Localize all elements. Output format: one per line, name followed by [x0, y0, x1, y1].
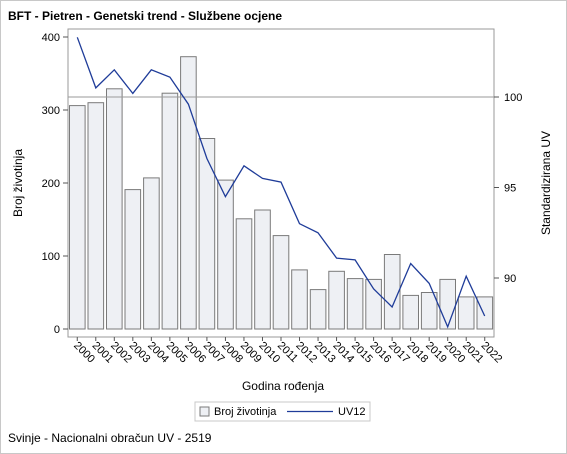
bar-2006 [180, 56, 197, 330]
y2-axis-label: Standardizirana UV [539, 131, 553, 235]
legend-box [194, 401, 371, 422]
footnote: Svinje - Nacionalni obračun UV - 2519 [8, 431, 212, 445]
bar-2010 [254, 209, 271, 330]
y2-tick-label-90: 90 [504, 273, 516, 285]
legend-label-bars: Broj životinja [214, 406, 277, 418]
bar-2014 [328, 270, 345, 330]
bar-2009 [235, 218, 253, 330]
bar-2000 [69, 105, 86, 330]
y2-tick-label-100: 100 [504, 92, 522, 104]
bar-2007 [198, 138, 216, 330]
legend-swatch-bars [199, 406, 210, 417]
y-tick-label-400: 400 [42, 32, 60, 44]
bar-2008 [217, 179, 234, 330]
bar-2022 [476, 296, 494, 330]
bar-2016 [365, 278, 382, 330]
bar-2011 [272, 235, 290, 330]
y-axis-label: Broj životinja [11, 149, 25, 217]
bar-2002 [106, 88, 123, 330]
bar-2001 [87, 102, 105, 330]
chart-title: BFT - Pietren - Genetski trend - Služben… [8, 9, 283, 23]
y-tick-label-200: 200 [42, 178, 60, 190]
bar-2019 [420, 292, 438, 330]
bar-2012 [291, 269, 308, 330]
bar-2018 [402, 294, 419, 330]
bar-2004 [143, 177, 160, 330]
bar-2020 [439, 278, 456, 330]
series-line-uv12 [76, 37, 486, 329]
legend-label-line: UV12 [338, 406, 366, 418]
bar-2003 [124, 189, 142, 330]
x-axis-label: Godina rođenja [242, 379, 324, 393]
y-tick-label-300: 300 [42, 105, 60, 117]
y-tick-label-0: 0 [54, 324, 60, 336]
bar-2013 [309, 289, 327, 330]
y2-tick-label-95: 95 [504, 183, 516, 195]
bar-2015 [346, 278, 364, 330]
bar-2021 [457, 296, 475, 330]
y-tick-label-100: 100 [42, 251, 60, 263]
bar-2005 [161, 92, 179, 330]
bar-2017 [383, 254, 401, 330]
